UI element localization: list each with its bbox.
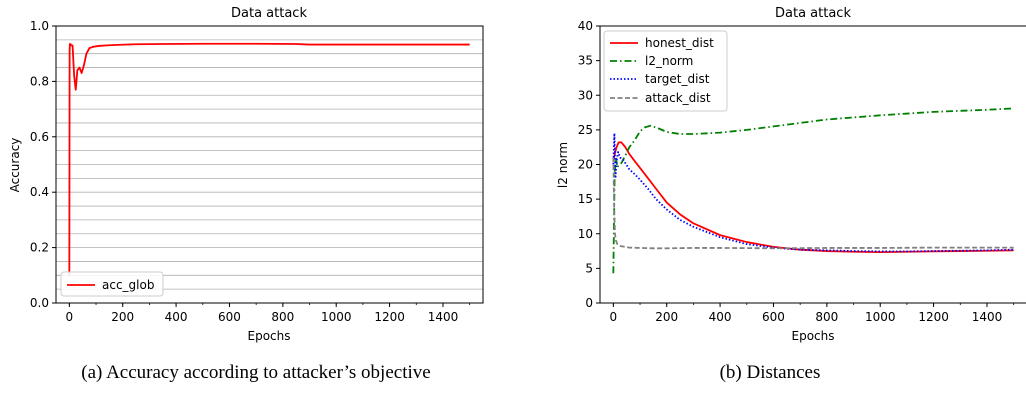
chart-b-series-attack-dist [612, 157, 1014, 250]
distances-chart: Data attack Epochs l2 norm 0 200 400 600 800… [556, 6, 1026, 343]
chart-a-xlabel: Epochs [248, 329, 291, 343]
chart-a-xtick-label: 800 [271, 310, 294, 324]
chart-b-legend-label-target-dist: target_dist [645, 72, 710, 86]
chart-b-ytick-label: 10 [578, 227, 593, 241]
chart-b-xtick-label: 200 [655, 310, 678, 324]
chart-b-ytick-label: 30 [578, 88, 593, 102]
chart-a-legend-label-acc-glob: acc_glob [102, 278, 154, 292]
chart-b-xtick-label: 0 [610, 310, 618, 324]
chart-b-frame [599, 25, 1026, 304]
caption-a: (a) Accuracy according to attacker’s obj… [81, 362, 431, 383]
chart-a-grid [56, 39, 483, 290]
chart-a-legend: acc_glob [60, 271, 164, 297]
chart-a-ytick-label: 0.0 [30, 296, 49, 310]
chart-b-series-l2-norm [612, 107, 1014, 274]
chart-b-plot [612, 107, 1014, 274]
chart-a-ytick-label: 1.0 [30, 19, 49, 33]
chart-b-title: Data attack [775, 6, 851, 21]
chart-a-ytick-label: 0.8 [30, 74, 49, 88]
chart-a-xtick-label: 0 [66, 310, 74, 324]
accuracy-chart: Data attack Epochs Accuracy 0 200 400 600 80… [8, 6, 484, 343]
chart-b-ytick-label: 35 [578, 54, 593, 68]
chart-a-xtick-label: 600 [218, 310, 241, 324]
chart-a-xtick-label: 200 [111, 310, 134, 324]
chart-a-ytick-label: 0.6 [30, 130, 49, 144]
chart-a-series-acc-glob [68, 42, 470, 276]
chart-b-ytick-label: 25 [578, 123, 593, 137]
chart-b-ytick-label: 40 [578, 19, 593, 33]
chart-b-series-target-dist [612, 132, 1014, 253]
chart-b-xtick-label: 400 [709, 310, 732, 324]
chart-b-ytick-label: 20 [578, 158, 593, 172]
chart-b-ticks: 0 200 400 600 800 1000 1200 1400 0 5 10 15 20 25 30 35 4… [578, 19, 1015, 324]
chart-a-plot [68, 42, 470, 276]
chart-b-legend-box [603, 30, 728, 112]
chart-b-ytick-label: 5 [585, 261, 593, 275]
chart-a-ytick-label: 0.2 [30, 241, 49, 255]
chart-b-ytick-label: 15 [578, 192, 593, 206]
chart-b-series-honest-dist [612, 141, 1014, 254]
chart-a-ylabel: Accuracy [8, 138, 22, 193]
chart-b-xtick-label: 800 [815, 310, 838, 324]
chart-a-ticks: 0 200 400 600 800 1000 1200 1400 0.0 0.2 0.4 0.6 0.8… [30, 19, 471, 324]
chart-b-legend: honest_dist l2_norm target_dist attack_d… [603, 30, 728, 112]
chart-b-ytick-label: 0 [585, 296, 593, 310]
chart-a-legend-box [60, 271, 164, 297]
chart-b-xtick-label: 1000 [865, 310, 896, 324]
chart-b-legend-label-honest-dist: honest_dist [645, 36, 714, 50]
chart-b-xtick-label: 1400 [972, 310, 1003, 324]
chart-a-frame [55, 25, 484, 304]
chart-b-legend-label-l2-norm: l2_norm [645, 54, 693, 68]
chart-a-title: Data attack [231, 6, 307, 21]
chart-a-xtick-label: 400 [165, 310, 188, 324]
chart-a-xtick-label: 1400 [428, 310, 459, 324]
chart-b-legend-label-attack-dist: attack_dist [645, 91, 711, 105]
chart-a-xtick-label: 1200 [374, 310, 405, 324]
chart-a-xtick-label: 1000 [321, 310, 352, 324]
caption-b: (b) Distances [719, 362, 821, 383]
chart-a-ytick-label: 0.4 [30, 185, 49, 199]
chart-b-ylabel: l2 norm [556, 142, 570, 188]
chart-b-xtick-label: 1200 [918, 310, 949, 324]
chart-b-xlabel: Epochs [792, 329, 835, 343]
chart-b-xtick-label: 600 [762, 310, 785, 324]
